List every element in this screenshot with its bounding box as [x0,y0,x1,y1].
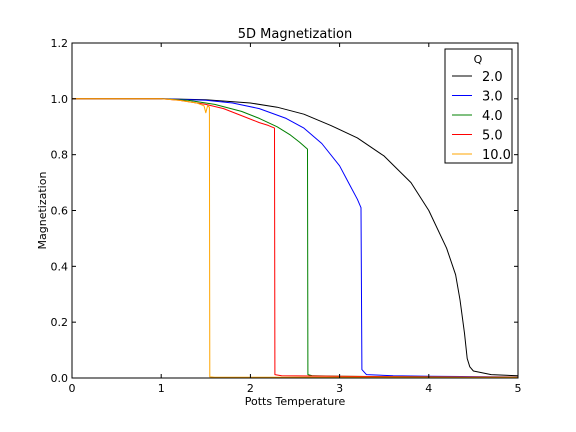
legend-label-10-0: 10.0 [482,148,511,163]
chart-title: 5D Magnetization [238,27,353,42]
legend: Q 2.0 3.0 4.0 5.0 10.0 [444,48,513,164]
ticks-layer: 0 1 2 3 4 5 0.0 0.2 0.4 0.6 0.8 1.0 1.2 [51,37,522,395]
y-tick-label: 0.6 [51,205,69,218]
legend-title: Q [474,53,483,66]
series-layer [72,98,519,378]
x-tick-label: 0 [69,382,76,395]
x-axis-label: Potts Temperature [245,395,346,408]
legend-label-2-0: 2.0 [482,70,503,85]
legend-label-5-0: 5.0 [482,129,503,144]
x-tick-label: 5 [515,382,522,395]
x-tick-label: 4 [425,382,432,395]
y-tick-label: 0.2 [51,316,69,329]
y-tick-label: 0.0 [51,372,69,385]
legend-label-4-0: 4.0 [482,109,503,124]
y-tick-label: 1.0 [51,93,69,106]
legend-entries: 2.0 3.0 4.0 5.0 10.0 [452,70,511,163]
x-tick-label: 3 [336,382,343,395]
y-tick-label: 1.2 [51,37,69,50]
y-tick-label: 0.8 [51,149,69,162]
series-line-10-0 [72,98,518,378]
legend-frame [444,48,513,164]
series-line-3-0 [72,98,519,378]
y-tick-label: 0.4 [51,260,69,273]
legend-label-3-0: 3.0 [482,90,503,105]
x-tick-label: 2 [247,382,254,395]
series-line-2-0 [72,98,519,377]
y-axis-label: Magnetization [36,172,49,250]
x-tick-label: 1 [158,382,165,395]
